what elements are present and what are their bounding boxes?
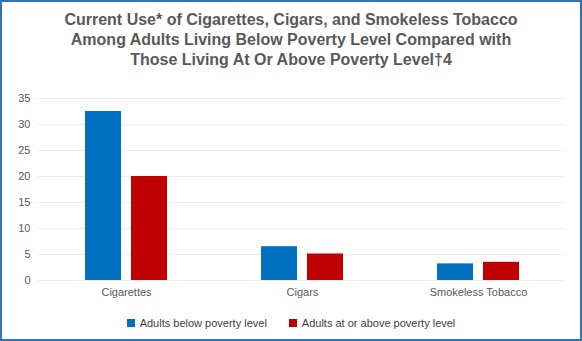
svg-text:5: 5: [24, 248, 30, 260]
svg-text:Smokeless Tobacco: Smokeless Tobacco: [430, 286, 528, 298]
html-text:Current Use* of Cigarettes, Ci: Current Use* of Cigarettes, Cigars, and …: [64, 11, 518, 68]
html-text:Adults at or above poverty lev: Adults at or above poverty level: [301, 316, 456, 329]
svg-text:Cigars: Cigars: [287, 286, 319, 298]
svg-text:25: 25: [18, 144, 30, 156]
svg-text:15: 15: [18, 196, 30, 208]
svg-text:0: 0: [24, 274, 30, 286]
html-text:Adults below poverty level: Adults below poverty level: [139, 316, 267, 329]
svg-text:20: 20: [18, 170, 30, 182]
svg-text:30: 30: [18, 118, 30, 130]
svg-text:Cigarettes: Cigarettes: [101, 286, 152, 298]
svg-text:35: 35: [18, 92, 30, 104]
svg-text:10: 10: [18, 222, 30, 234]
